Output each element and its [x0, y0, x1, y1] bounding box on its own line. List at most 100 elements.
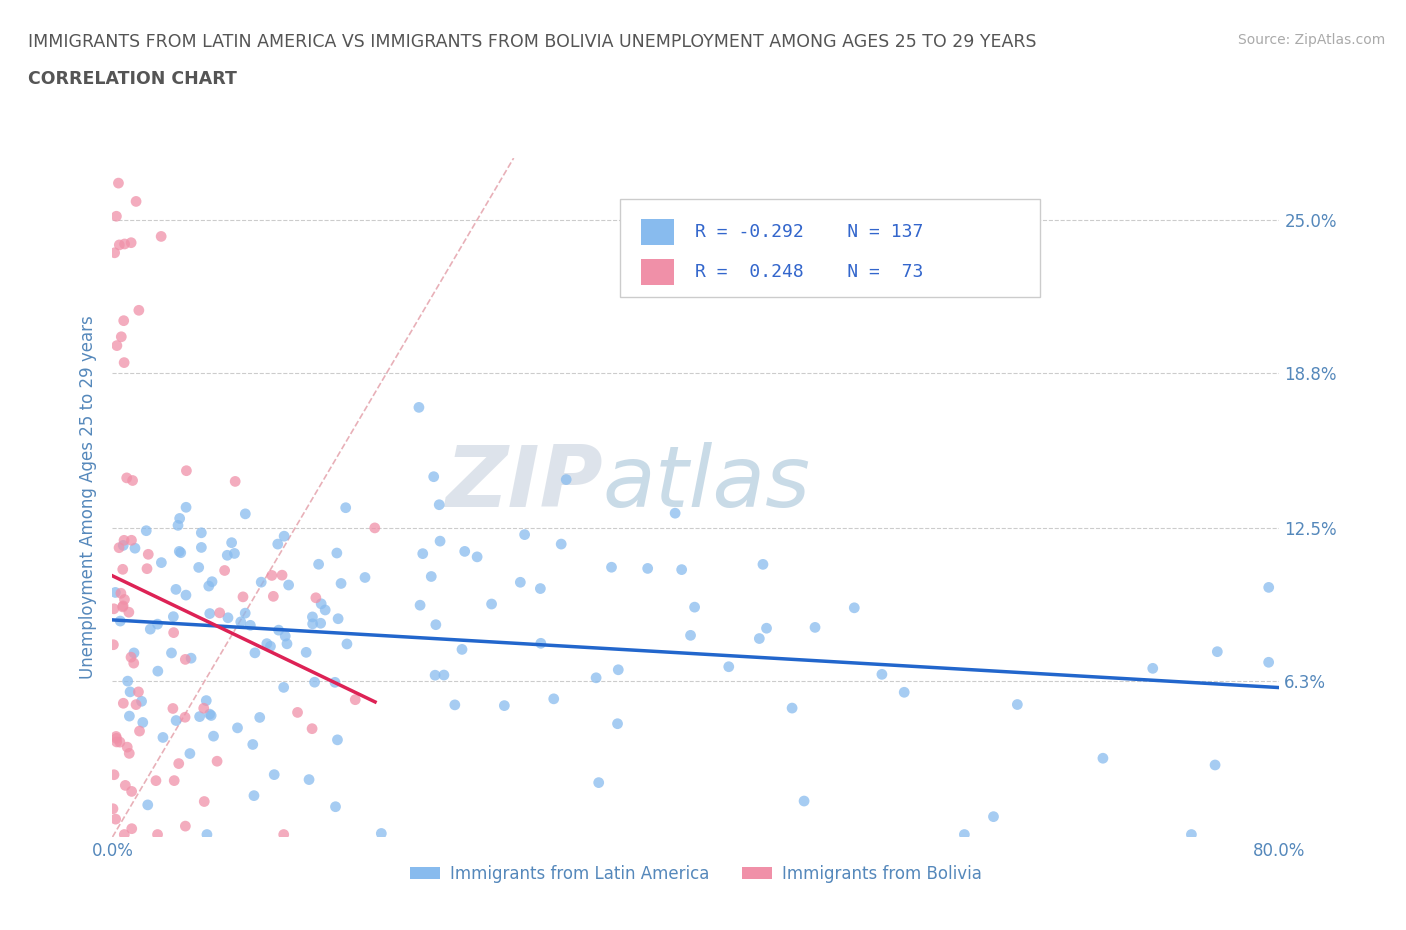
Point — [187, 560, 209, 575]
Point — [454, 544, 477, 559]
Point — [208, 605, 231, 620]
Point — [273, 529, 295, 544]
Point — [607, 662, 630, 677]
Point — [1204, 758, 1226, 773]
Point — [224, 474, 246, 489]
Point — [494, 698, 516, 713]
Point — [271, 567, 294, 582]
Point — [115, 739, 138, 754]
Point — [120, 650, 142, 665]
Point — [412, 546, 434, 561]
Point — [201, 574, 224, 589]
Point — [105, 731, 128, 746]
Point — [217, 610, 239, 625]
Point — [277, 578, 299, 592]
Point — [195, 693, 218, 708]
Point — [125, 698, 148, 712]
Point — [433, 668, 456, 683]
Point — [146, 827, 169, 842]
Point — [174, 710, 197, 724]
Point — [188, 710, 211, 724]
Point — [233, 507, 256, 522]
Point — [163, 625, 186, 640]
Point — [335, 500, 357, 515]
Point — [112, 313, 135, 328]
Text: ZIP: ZIP — [444, 443, 603, 525]
Point — [683, 600, 706, 615]
Point — [420, 569, 443, 584]
Point — [214, 563, 236, 578]
Point — [176, 463, 198, 478]
Point — [170, 545, 193, 560]
Point — [233, 605, 256, 620]
Point — [121, 821, 143, 836]
Point — [190, 540, 212, 555]
Point — [105, 735, 128, 750]
Point — [301, 617, 323, 631]
Point — [122, 656, 145, 671]
Point — [112, 827, 135, 842]
Point — [429, 534, 451, 549]
Point — [588, 776, 610, 790]
Point — [136, 797, 159, 812]
Point — [1007, 698, 1029, 712]
Point — [103, 602, 125, 617]
Point — [243, 645, 266, 660]
Point — [550, 537, 572, 551]
Point — [309, 616, 332, 631]
Point — [146, 664, 169, 679]
Point — [249, 710, 271, 724]
Y-axis label: Unemployment Among Ages 25 to 29 years: Unemployment Among Ages 25 to 29 years — [79, 315, 97, 680]
Point — [169, 511, 191, 525]
Point — [112, 355, 135, 370]
Point — [105, 729, 128, 744]
Point — [256, 636, 278, 651]
Point — [125, 194, 148, 209]
Point — [671, 562, 693, 577]
Point — [243, 789, 266, 804]
Point — [1142, 661, 1164, 676]
Point — [115, 471, 138, 485]
Point — [224, 546, 246, 561]
Point — [323, 675, 346, 690]
Point — [232, 590, 254, 604]
Point — [121, 473, 143, 488]
Point — [325, 799, 347, 814]
Point — [844, 601, 866, 616]
Point — [165, 713, 187, 728]
Point — [1206, 644, 1229, 659]
Point — [105, 339, 128, 353]
Point — [273, 827, 295, 842]
Point — [637, 561, 659, 576]
Point — [160, 645, 183, 660]
Text: IMMIGRANTS FROM LATIN AMERICA VS IMMIGRANTS FROM BOLIVIA UNEMPLOYMENT AMONG AGES: IMMIGRANTS FROM LATIN AMERICA VS IMMIGRA… — [28, 33, 1036, 50]
Point — [150, 229, 173, 244]
Point — [427, 498, 450, 512]
Point — [409, 598, 432, 613]
Bar — [641, 219, 673, 245]
Point — [105, 209, 128, 224]
Point — [298, 772, 321, 787]
Point — [128, 303, 150, 318]
Point — [162, 701, 184, 716]
Point — [127, 684, 149, 699]
Point — [600, 560, 623, 575]
Point — [664, 506, 686, 521]
Text: R =  0.248    N =  73: R = 0.248 N = 73 — [695, 263, 924, 281]
Point — [364, 521, 387, 536]
FancyBboxPatch shape — [620, 199, 1040, 298]
Point — [131, 694, 153, 709]
Point — [111, 562, 134, 577]
Point — [752, 557, 775, 572]
Point — [543, 691, 565, 706]
Point — [326, 611, 349, 626]
Point — [120, 684, 142, 699]
Point — [221, 536, 243, 551]
Point — [193, 794, 215, 809]
Point — [162, 609, 184, 624]
Point — [146, 617, 169, 631]
Point — [112, 533, 135, 548]
Point — [679, 628, 702, 643]
Point — [330, 576, 353, 591]
Point — [174, 588, 197, 603]
